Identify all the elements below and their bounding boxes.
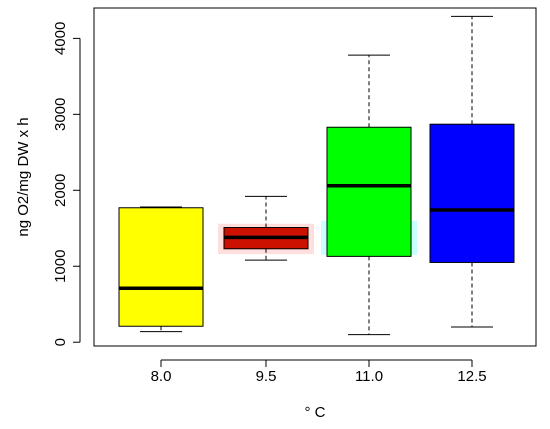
y-tick-label: 4000 xyxy=(52,22,69,55)
plot-frame xyxy=(93,7,537,347)
y-axis-title: ng O2/mg DW x h xyxy=(15,117,32,236)
box-iqr xyxy=(429,123,515,263)
y-tick-label: 0 xyxy=(52,338,69,346)
y-tick-label: 2000 xyxy=(52,174,69,207)
box-iqr xyxy=(326,126,412,257)
x-axis-title: ° C xyxy=(305,404,326,421)
x-axis: 8.0 9.5 11.0 12.5 xyxy=(151,359,487,385)
y-tick-label: 1000 xyxy=(52,250,69,283)
boxes-layer xyxy=(118,15,515,336)
box-9-5 xyxy=(223,195,309,261)
x-tick-label: 11.0 xyxy=(355,368,383,385)
y-tick-label: 3000 xyxy=(52,98,69,131)
x-tick-label: 9.5 xyxy=(256,368,277,385)
box-11-0 xyxy=(326,54,412,336)
box-12-5 xyxy=(429,15,515,328)
y-axis: 0 1000 2000 3000 4000 xyxy=(52,22,81,346)
box-iqr xyxy=(118,207,204,327)
box-8-0 xyxy=(118,206,204,333)
x-tick-label: 8.0 xyxy=(151,368,172,385)
x-tick-label: 12.5 xyxy=(457,368,486,385)
